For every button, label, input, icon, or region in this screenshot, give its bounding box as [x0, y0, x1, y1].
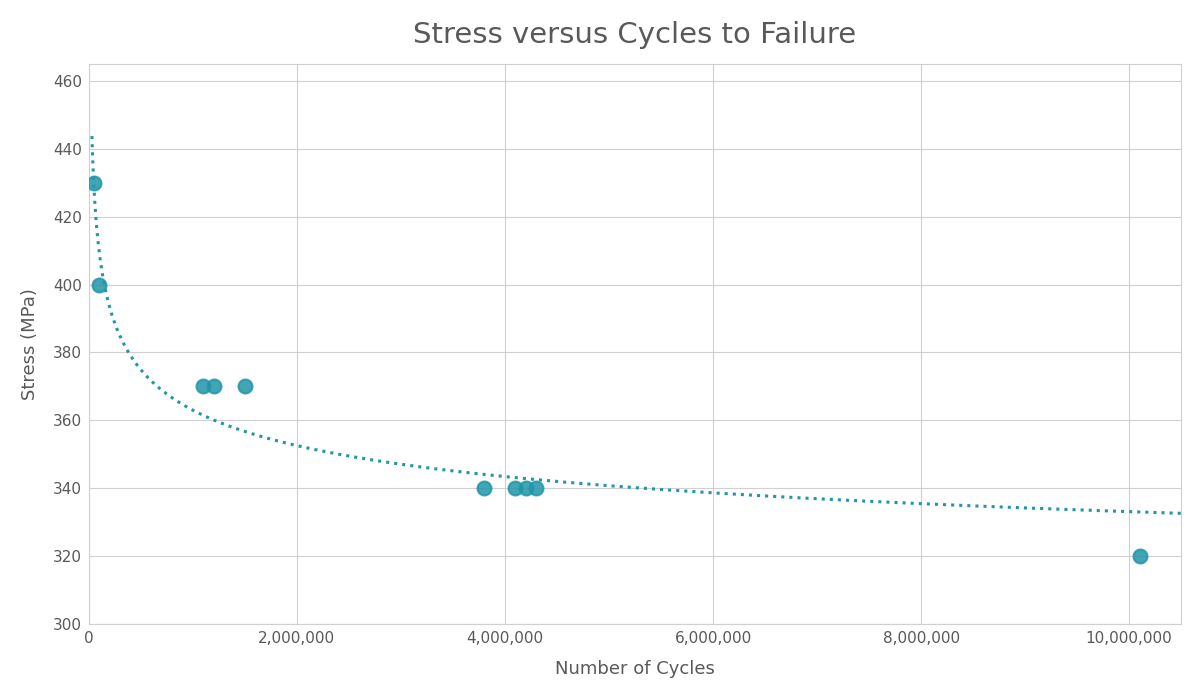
Point — [516, 483, 535, 494]
Point — [526, 483, 546, 494]
Title: Stress versus Cycles to Failure: Stress versus Cycles to Failure — [413, 21, 857, 49]
Point — [236, 381, 255, 392]
Point — [475, 483, 494, 494]
Point — [84, 177, 103, 188]
Point — [204, 381, 224, 392]
Point — [1130, 551, 1149, 562]
Point — [506, 483, 525, 494]
X-axis label: Number of Cycles: Number of Cycles — [555, 660, 715, 678]
Point — [90, 279, 109, 290]
Y-axis label: Stress (MPa): Stress (MPa) — [20, 288, 38, 400]
Point — [194, 381, 213, 392]
